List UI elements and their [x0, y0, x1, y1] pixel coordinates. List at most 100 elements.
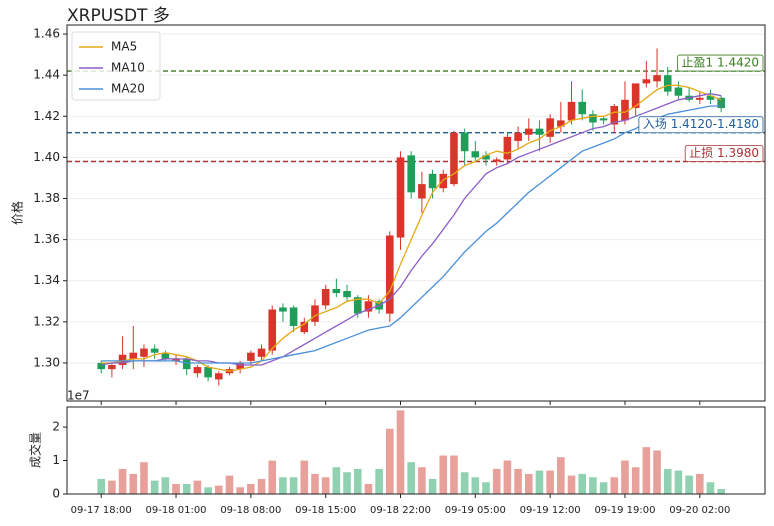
candle-body — [482, 155, 490, 160]
candle-body — [140, 348, 148, 357]
volume-bar — [471, 477, 480, 494]
volume-bar — [247, 483, 255, 494]
candle-body — [332, 288, 341, 294]
plot-frame — [66, 24, 766, 402]
volume-bar — [150, 480, 159, 494]
volume-bar — [589, 477, 597, 494]
volume-bar — [460, 472, 469, 494]
candle-body — [514, 132, 522, 141]
y-tick-label: 1.36 — [33, 232, 60, 246]
volume-bar — [225, 475, 234, 494]
volume-bar — [268, 460, 277, 494]
candle-body — [599, 118, 608, 121]
candle-body — [161, 352, 170, 359]
y-tick-label: 1.32 — [33, 314, 60, 328]
volume-bar — [535, 470, 544, 494]
volume-bar — [642, 447, 651, 494]
candle-body — [97, 362, 106, 370]
level-label-text: 入场 1.4120-1.4180 — [643, 117, 759, 131]
volume-axis-label: 成交量 — [28, 432, 43, 468]
candle-body — [204, 367, 212, 378]
candle-body — [589, 114, 597, 123]
volume-bar — [353, 468, 362, 494]
volume-bar — [182, 483, 191, 494]
volume-bar — [343, 472, 351, 494]
volume-bar — [118, 468, 127, 494]
ma-line — [101, 93, 722, 366]
volume-bar — [717, 488, 725, 494]
candle-body — [674, 87, 683, 96]
candle-body — [257, 348, 266, 357]
legend-label: MA10 — [111, 61, 145, 75]
candle-body — [407, 155, 415, 193]
volume-bar — [610, 477, 619, 494]
volume-bar — [503, 460, 512, 494]
candle-body — [129, 352, 138, 359]
volume-bar — [386, 428, 394, 494]
volume-bar — [599, 482, 608, 494]
y-tick-label: 1.38 — [33, 191, 60, 205]
candle-body — [706, 95, 715, 100]
scale-label: 1e7 — [67, 389, 90, 403]
candle-body — [610, 105, 619, 125]
candle-body — [460, 132, 469, 152]
volume-bar — [172, 483, 180, 494]
candle-body — [492, 159, 501, 162]
x-tick-label: 09-17 18:00 — [71, 505, 132, 516]
volume-bar — [279, 477, 287, 494]
chart-title: XRPUSDT 多 — [67, 6, 170, 26]
candle-body — [353, 297, 362, 314]
volume-bar — [428, 478, 437, 494]
x-tick-label: 09-19 05:00 — [445, 505, 506, 516]
y-tick-label: 1.42 — [33, 109, 60, 123]
y-tick-label: 1.46 — [33, 27, 60, 41]
candle-body — [118, 354, 127, 366]
volume-bar — [695, 473, 704, 494]
candle-body — [578, 101, 587, 115]
legend-label: MA5 — [111, 40, 137, 54]
volume-bar — [621, 460, 629, 494]
candle-body — [311, 305, 319, 322]
level-label-text: 止盈1 1.4420 — [682, 56, 759, 70]
volume-bar — [578, 473, 587, 494]
volume-bar — [524, 473, 533, 494]
x-tick-label: 09-18 08:00 — [220, 505, 281, 516]
legend-label: MA20 — [111, 82, 145, 96]
level-label-text: 止损 1.3980 — [689, 146, 759, 160]
y-tick-label: 1.40 — [33, 150, 60, 164]
candle-body — [450, 132, 458, 185]
candle-body — [471, 151, 480, 158]
candle-body — [321, 288, 330, 306]
x-tick-label: 09-19 12:00 — [520, 505, 581, 516]
candle-body — [695, 97, 704, 100]
candle-body — [557, 120, 565, 127]
x-tick-label: 09-18 01:00 — [145, 505, 206, 516]
candle-body — [535, 128, 544, 135]
volume-bar — [631, 467, 640, 494]
candle-body — [343, 291, 351, 298]
candle-body — [642, 79, 651, 84]
candle-body — [418, 184, 426, 199]
y-tick-label: 2 — [52, 420, 60, 434]
level-label: 止盈1 1.4420 — [677, 54, 764, 72]
volume-bar — [161, 477, 170, 494]
candle-body — [386, 235, 394, 314]
candle-body — [182, 358, 191, 370]
candle-body — [289, 307, 298, 326]
candle-body — [279, 307, 287, 312]
candle-body — [631, 83, 640, 109]
candle-body — [193, 367, 202, 374]
candle-body — [268, 309, 277, 351]
volume-bar — [375, 468, 383, 494]
volume-bar — [332, 467, 341, 494]
legend-box — [71, 31, 161, 101]
candle-body — [172, 358, 180, 361]
candle-body — [567, 101, 576, 121]
volume-bar — [706, 482, 715, 494]
volume-bar — [674, 470, 683, 494]
ma-line — [101, 84, 722, 372]
candle-body — [663, 75, 672, 92]
candle-body — [396, 157, 405, 238]
volume-bar — [214, 485, 223, 494]
